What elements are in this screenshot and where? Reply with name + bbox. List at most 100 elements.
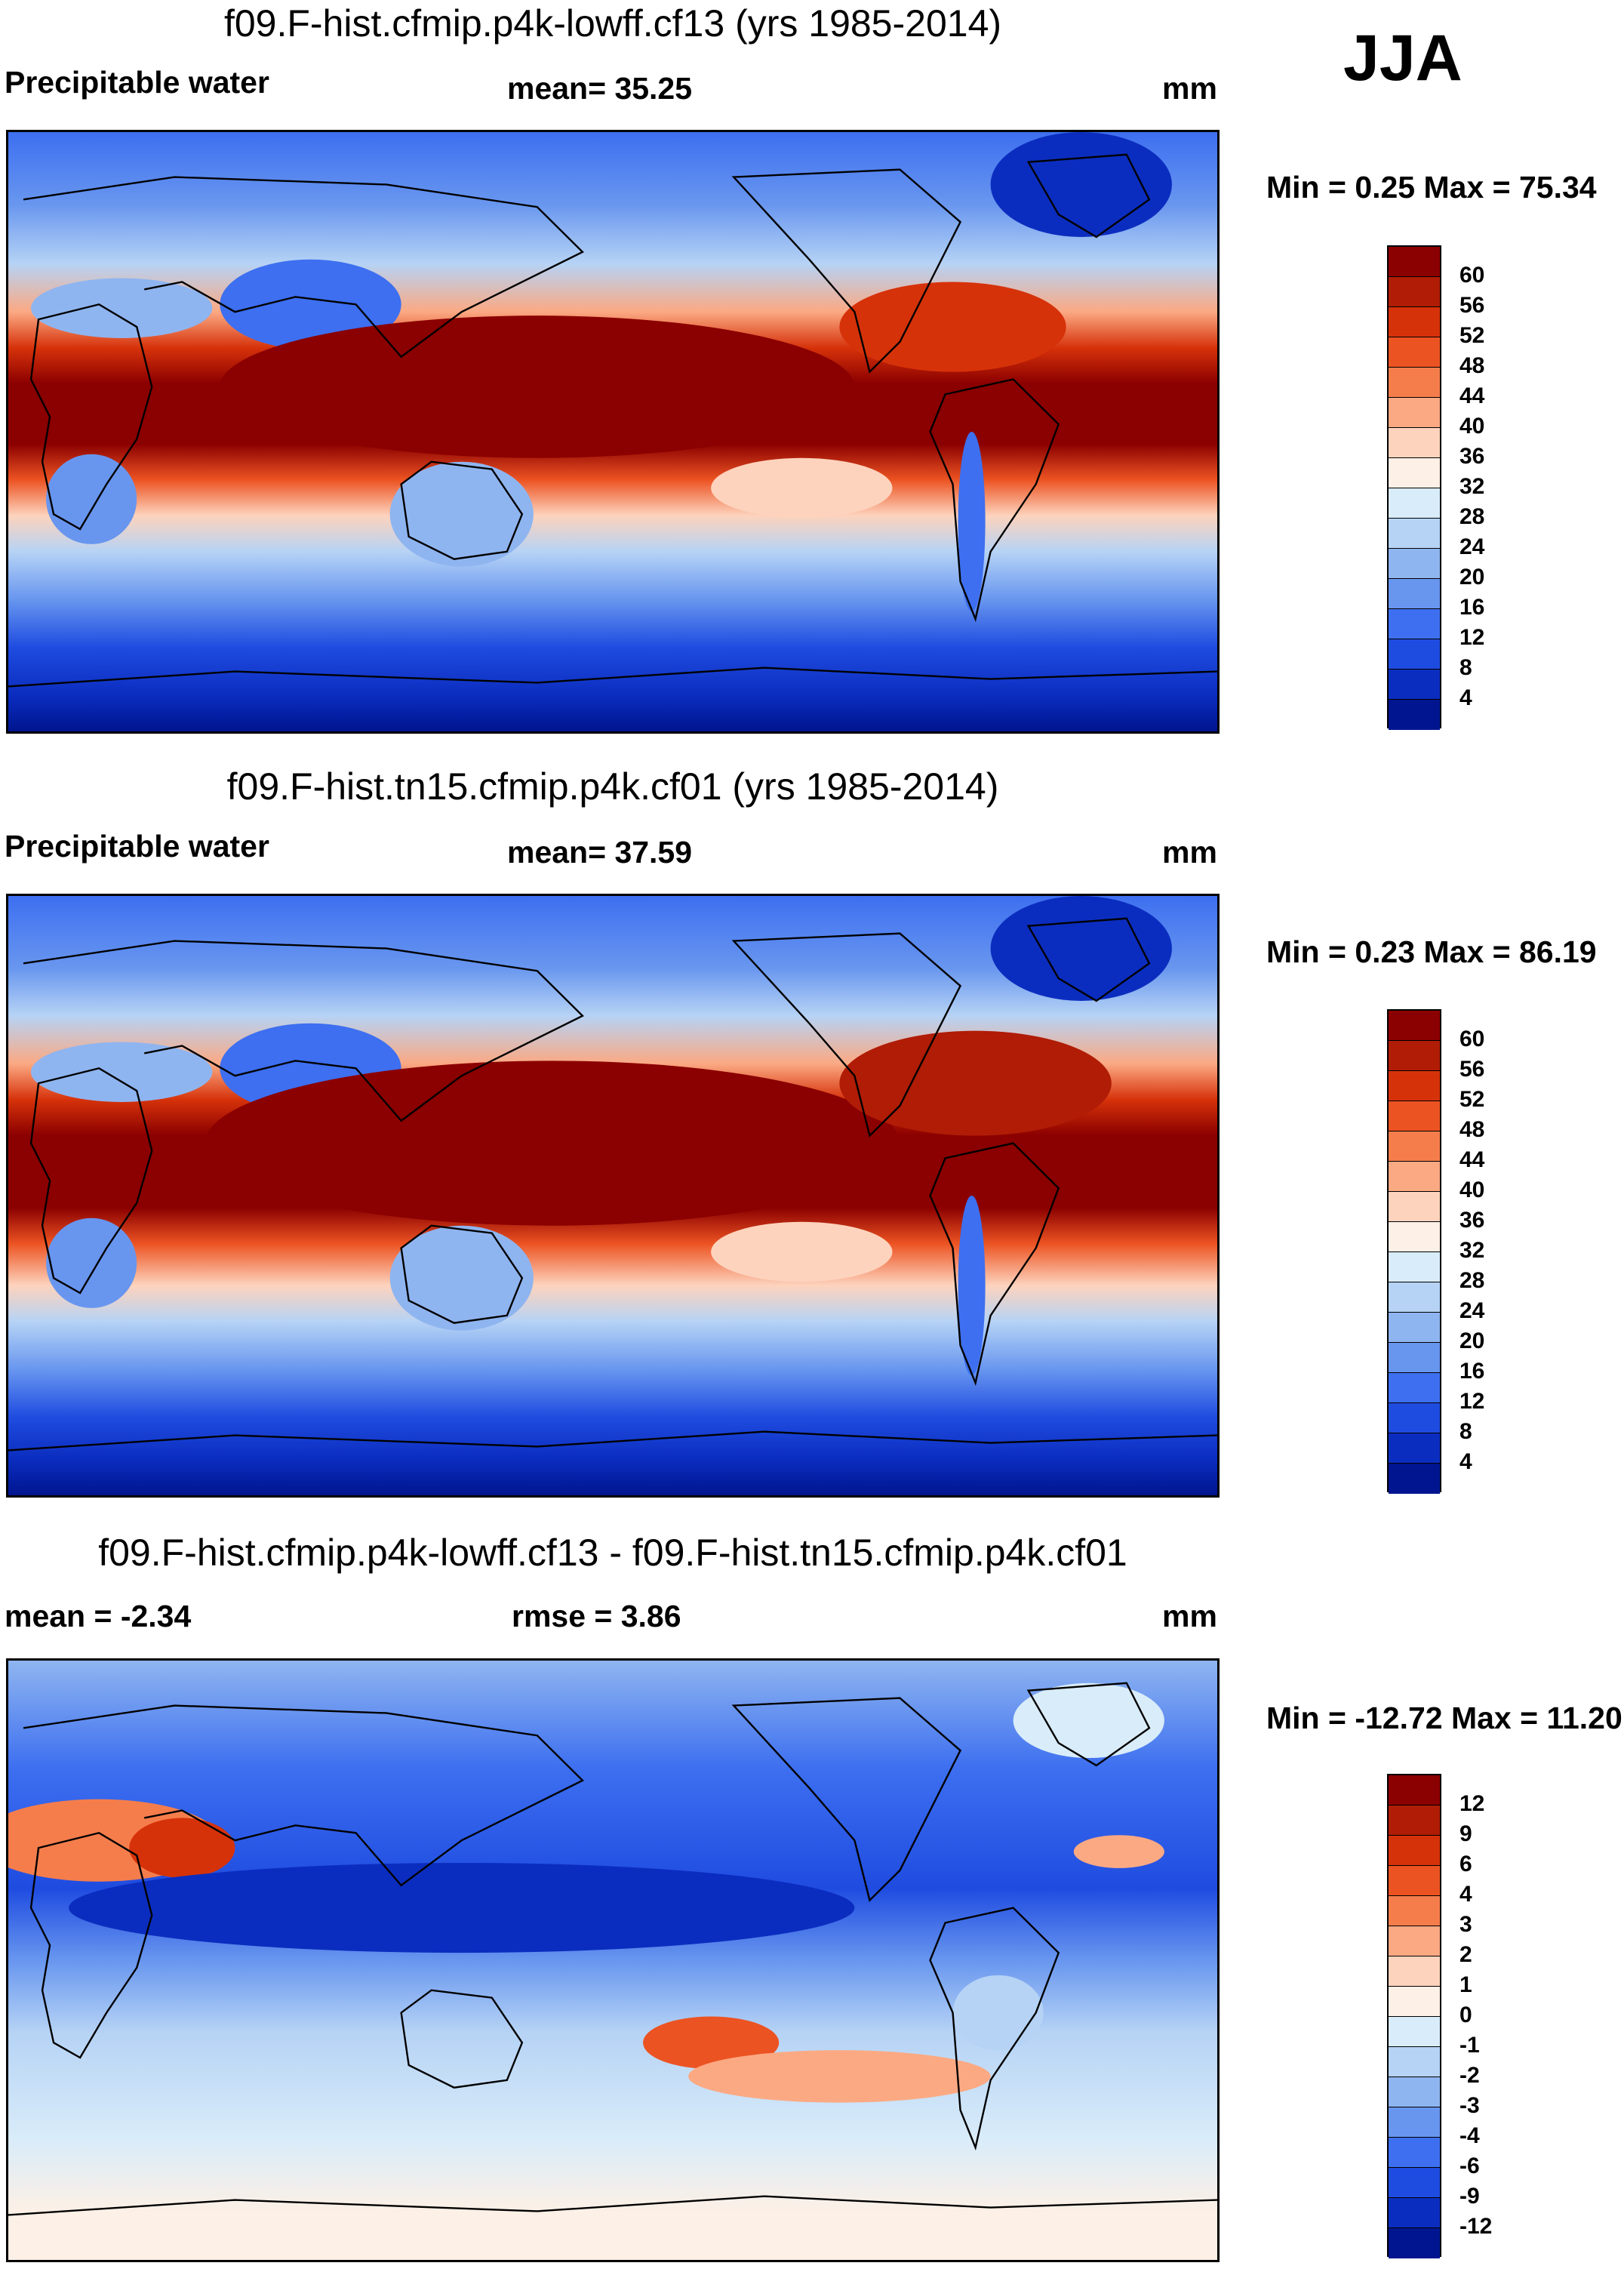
- pacific-warm-pool: [220, 316, 855, 458]
- colorbar-tick-label: 44: [1459, 1147, 1485, 1172]
- coast-south-america: [929, 378, 1060, 623]
- south-pacific-positive: [688, 2050, 991, 2103]
- panel-1-units: mm: [1162, 71, 1217, 106]
- colorbar-tick-label: 20: [1459, 1328, 1485, 1353]
- colorbar-tick-label: 8: [1459, 1419, 1472, 1444]
- sahara-dry: [31, 1042, 213, 1102]
- panel-2-units: mm: [1162, 835, 1217, 870]
- colorbar-segment: [1389, 307, 1440, 337]
- panel-3-map: [6, 1658, 1220, 2262]
- colorbar-segment: [1389, 1011, 1440, 1041]
- colorbar-segment: [1389, 368, 1440, 398]
- colorbar-tick-label: 28: [1459, 1268, 1485, 1293]
- colorbar-segment: [1389, 488, 1440, 519]
- panel-2-title: f09.F-hist.tn15.cfmip.p4k.cf01 (yrs 1985…: [226, 765, 999, 808]
- coast-south-america: [929, 1907, 1060, 2151]
- coast-africa: [29, 303, 153, 531]
- panel-3-minmax: Min = -12.72 Max = 11.20: [1266, 1701, 1622, 1735]
- coast-eurasia: [23, 940, 584, 1122]
- panel-2-map: [6, 894, 1220, 1498]
- colorbar-tick-label: 44: [1459, 383, 1485, 408]
- panel-1-minmax: Min = 0.25 Max = 75.34: [1266, 170, 1597, 205]
- colorbar-segment: [1389, 398, 1440, 428]
- colorbar-tick-label: -12: [1459, 2214, 1493, 2239]
- colorbar-tick-label: 24: [1459, 1298, 1485, 1323]
- colorbar-segment: [1389, 337, 1440, 368]
- coast-greenland: [1026, 1682, 1151, 1767]
- colorbar-tick-label: 60: [1459, 1027, 1485, 1051]
- arabia-positive: [129, 1818, 235, 1878]
- colorbar-segment: [1389, 1866, 1440, 1896]
- panel-1-mean: mean= 35.25: [507, 71, 693, 106]
- colorbar-tick-label: 16: [1459, 595, 1485, 620]
- colorbar-tick-label: 36: [1459, 1208, 1485, 1233]
- panel-3-mean: mean = -2.34: [5, 1599, 192, 1633]
- panel-1-colorbar: [1387, 245, 1441, 730]
- colorbar-tick-label: 40: [1459, 414, 1485, 439]
- colorbar-tick-label: 8: [1459, 655, 1472, 680]
- colorbar-tick-label: 9: [1459, 1821, 1472, 1846]
- colorbar-tick-label: 12: [1459, 625, 1485, 650]
- colorbar-tick-label: 56: [1459, 293, 1485, 318]
- colorbar-tick-label: 6: [1459, 1852, 1472, 1876]
- asia-dry: [220, 259, 401, 349]
- colorbar-segment: [1389, 1836, 1440, 1866]
- colorbar-segment: [1389, 2017, 1440, 2047]
- colorbar-tick-label: -6: [1459, 2153, 1480, 2178]
- colorbar-tick-label: 60: [1459, 263, 1485, 288]
- colorbar-segment: [1389, 519, 1440, 549]
- colorbar-segment: [1389, 247, 1440, 277]
- sahara-dry: [31, 278, 213, 338]
- panel-2-minmax: Min = 0.23 Max = 86.19: [1266, 934, 1597, 969]
- colorbar-tick-label: 56: [1459, 1057, 1485, 1082]
- colorbar-tick-label: 16: [1459, 1359, 1485, 1384]
- colorbar-segment: [1389, 700, 1440, 730]
- coast-antarctica: [8, 2195, 1217, 2216]
- coast-antarctica: [8, 667, 1217, 688]
- colorbar-segment: [1389, 1806, 1440, 1836]
- colorbar-segment: [1389, 458, 1440, 488]
- coast-australia: [400, 1989, 524, 2089]
- colorbar-segment: [1389, 1464, 1440, 1494]
- colorbar-segment: [1389, 1222, 1440, 1252]
- coast-africa: [29, 1831, 153, 2059]
- colorbar-tick-label: 32: [1459, 474, 1485, 499]
- andes-dry: [958, 432, 986, 612]
- atlantic-warm: [839, 282, 1066, 372]
- coast-eurasia: [23, 1704, 584, 1887]
- colorbar-segment: [1389, 2047, 1440, 2077]
- colorbar-segment: [1389, 1041, 1440, 1071]
- colorbar-tick-label: 0: [1459, 2003, 1472, 2027]
- colorbar-segment: [1389, 2077, 1440, 2107]
- colorbar-tick-label: -1: [1459, 2033, 1480, 2058]
- pacific-negative-band: [69, 1862, 855, 1953]
- colorbar-segment: [1389, 1343, 1440, 1373]
- se-pacific-positive: [643, 2016, 780, 2069]
- colorbar-segment: [1389, 1896, 1440, 1926]
- colorbar-segment: [1389, 1131, 1440, 1162]
- colorbar-segment: [1389, 1101, 1440, 1131]
- panel-3-rmse: rmse = 3.86: [512, 1599, 681, 1633]
- panel-3-colorbar: [1387, 1774, 1441, 2258]
- andes-dry: [958, 1196, 986, 1376]
- colorbar-segment: [1389, 2107, 1440, 2138]
- colorbar-tick-label: 48: [1459, 1117, 1485, 1142]
- colorbar-segment: [1389, 579, 1440, 609]
- colorbar-tick-label: 12: [1459, 1791, 1485, 1816]
- colorbar-tick-label: 4: [1459, 685, 1472, 710]
- colorbar-tick-label: 24: [1459, 534, 1485, 559]
- colorbar-tick-label: 36: [1459, 444, 1485, 469]
- colorbar-segment: [1389, 1162, 1440, 1192]
- coast-greenland: [1026, 917, 1151, 1002]
- colorbar-tick-label: -3: [1459, 2093, 1480, 2118]
- colorbar-segment: [1389, 1956, 1440, 1987]
- amazon-light: [952, 1975, 1044, 2051]
- greenland-light: [1013, 1682, 1164, 1759]
- panel-1-map: [6, 130, 1220, 734]
- greenland-low: [990, 896, 1172, 1001]
- australia: [389, 461, 534, 567]
- colorbar-segment: [1389, 1192, 1440, 1222]
- colorbar-tick-label: 12: [1459, 1389, 1485, 1414]
- colorbar-segment: [1389, 2138, 1440, 2168]
- colorbar-segment: [1389, 2228, 1440, 2258]
